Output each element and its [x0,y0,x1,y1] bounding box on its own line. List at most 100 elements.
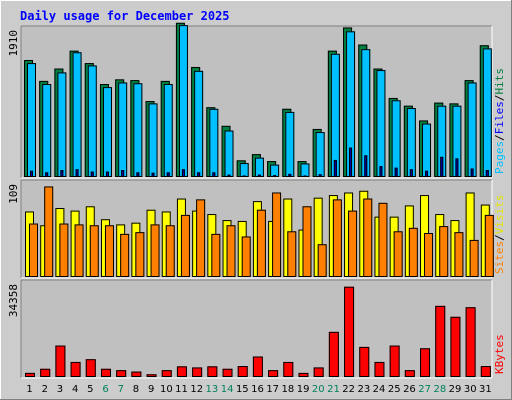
bar-kbytes-day-9-fill [146,374,157,377]
bar-pages-day-7-fill [121,170,125,177]
bar-visits-day-9-outline [150,224,160,278]
bar-kbytes-day-29-fill [450,316,461,377]
bar-files-day-10 [163,84,173,177]
bar-kbytes-day-22-fill [344,286,355,377]
bar-kbytes-day-27 [420,348,431,378]
bar-files-day-13 [209,108,219,177]
bar-pages-day-15-outline [242,175,246,177]
bar-files-day-30 [467,82,477,177]
bar-pages-day-29-outline [455,158,459,177]
bar-pages-day-22 [349,147,353,178]
bar-files-day-18 [285,111,295,177]
bar-kbytes-day-22 [344,286,355,378]
bar-files-day-14-fill [224,130,234,177]
day-label-28: 28 [433,384,446,395]
bar-kbytes-day-23 [359,346,370,378]
bar-pages-day-14-outline [227,174,231,178]
panel-kbytes [20,279,493,379]
bar-kbytes-day-24-outline [374,361,385,377]
bar-pages-day-10-fill [166,172,170,177]
bar-visits-day-8 [135,232,145,277]
bar-visits-day-19-outline [302,206,312,278]
day-label-29: 29 [449,384,462,395]
bar-pages-day-30 [470,168,474,178]
legend-part-4: Hits [493,68,506,95]
bar-pages-day-5 [90,171,94,177]
bar-visits-day-26 [408,227,418,278]
bar-files-day-20-fill [315,132,325,177]
bar-kbytes-day-12-outline [192,367,203,377]
bar-visits-day-26-outline [408,227,418,278]
bar-kbytes-day-1 [25,372,35,377]
day-label-11: 11 [175,384,188,395]
bar-kbytes-day-5 [85,359,96,378]
bar-kbytes-day-24 [374,361,385,377]
day-label-20: 20 [312,384,325,395]
bar-visits-day-6 [104,225,114,277]
bar-pages-day-21-fill [333,159,337,177]
bar-files-day-27-fill [422,123,432,177]
bar-files-day-22-fill [346,31,356,177]
hits-files-pages-legend: Pages/Files/Hits [493,68,506,174]
bar-pages-day-27-fill [425,170,429,177]
bar-pages-day-9 [151,172,155,178]
bar-pages-day-31 [485,170,489,178]
bar-files-day-17-fill [270,164,280,177]
bar-visits-day-6-outline [104,225,114,277]
bar-kbytes-day-10-outline [161,370,172,377]
bar-visits-day-24-fill [378,202,388,277]
day-label-7: 7 [118,384,124,395]
bar-pages-day-30-outline [470,168,474,178]
bar-files-day-30-fill [467,82,477,177]
bar-pages-day-8-outline [136,172,140,177]
bar-files-day-21-fill [330,53,340,178]
bar-kbytes-day-14-outline [222,368,233,377]
bar-visits-day-29 [454,232,464,277]
legend-part-1: / [493,234,506,241]
day-label-26: 26 [403,384,416,395]
bar-visits-day-3-outline [59,223,69,277]
bar-files-day-27 [422,123,432,178]
bar-visits-day-7 [120,233,130,278]
bar-pages-day-17 [273,175,277,177]
bar-files-day-12-fill [194,70,204,177]
bar-visits-day-14 [226,225,236,277]
bar-pages-day-3 [60,170,64,178]
bar-visits-day-12 [196,199,206,277]
bar-kbytes-day-21-outline [328,331,339,377]
day-label-24: 24 [373,384,386,395]
bar-pages-day-4-outline [75,169,79,178]
bar-visits-day-4 [74,224,84,278]
bar-visits-day-21-outline [332,199,342,277]
bar-pages-day-18-fill [288,173,292,177]
bar-kbytes-day-16-outline [252,356,263,378]
legend-part-3: / [493,95,506,102]
bar-files-day-15-fill [239,163,249,177]
bar-files-day-9 [148,103,158,177]
bar-visits-day-2-outline [44,186,54,277]
bar-visits-day-1 [29,223,38,277]
bar-pages-day-24-fill [379,166,383,177]
bar-visits-day-28 [439,226,449,277]
bar-pages-day-12 [197,172,201,177]
bar-kbytes-day-19-fill [298,372,309,377]
bar-visits-day-4-fill [74,224,84,277]
bar-visits-day-10 [165,225,175,277]
bar-pages-day-21-outline [333,159,337,178]
bar-files-day-6-fill [102,87,112,177]
bar-kbytes-day-4 [70,361,81,377]
bar-visits-day-17-outline [272,192,282,277]
day-label-14: 14 [221,384,234,395]
day-label-15: 15 [236,384,249,395]
bar-kbytes-day-3-fill [55,345,66,377]
legend-part-0: Pages [493,141,506,174]
bar-pages-day-11 [181,169,185,178]
bar-pages-day-28-fill [440,156,444,177]
day-label-25: 25 [388,384,401,395]
bar-visits-day-9-fill [150,224,160,277]
bar-kbytes-day-26 [404,370,415,377]
bar-kbytes-day-23-fill [359,346,370,377]
bar-kbytes-day-14 [222,368,233,377]
bar-visits-day-6-fill [104,225,114,277]
day-label-17: 17 [266,384,279,395]
